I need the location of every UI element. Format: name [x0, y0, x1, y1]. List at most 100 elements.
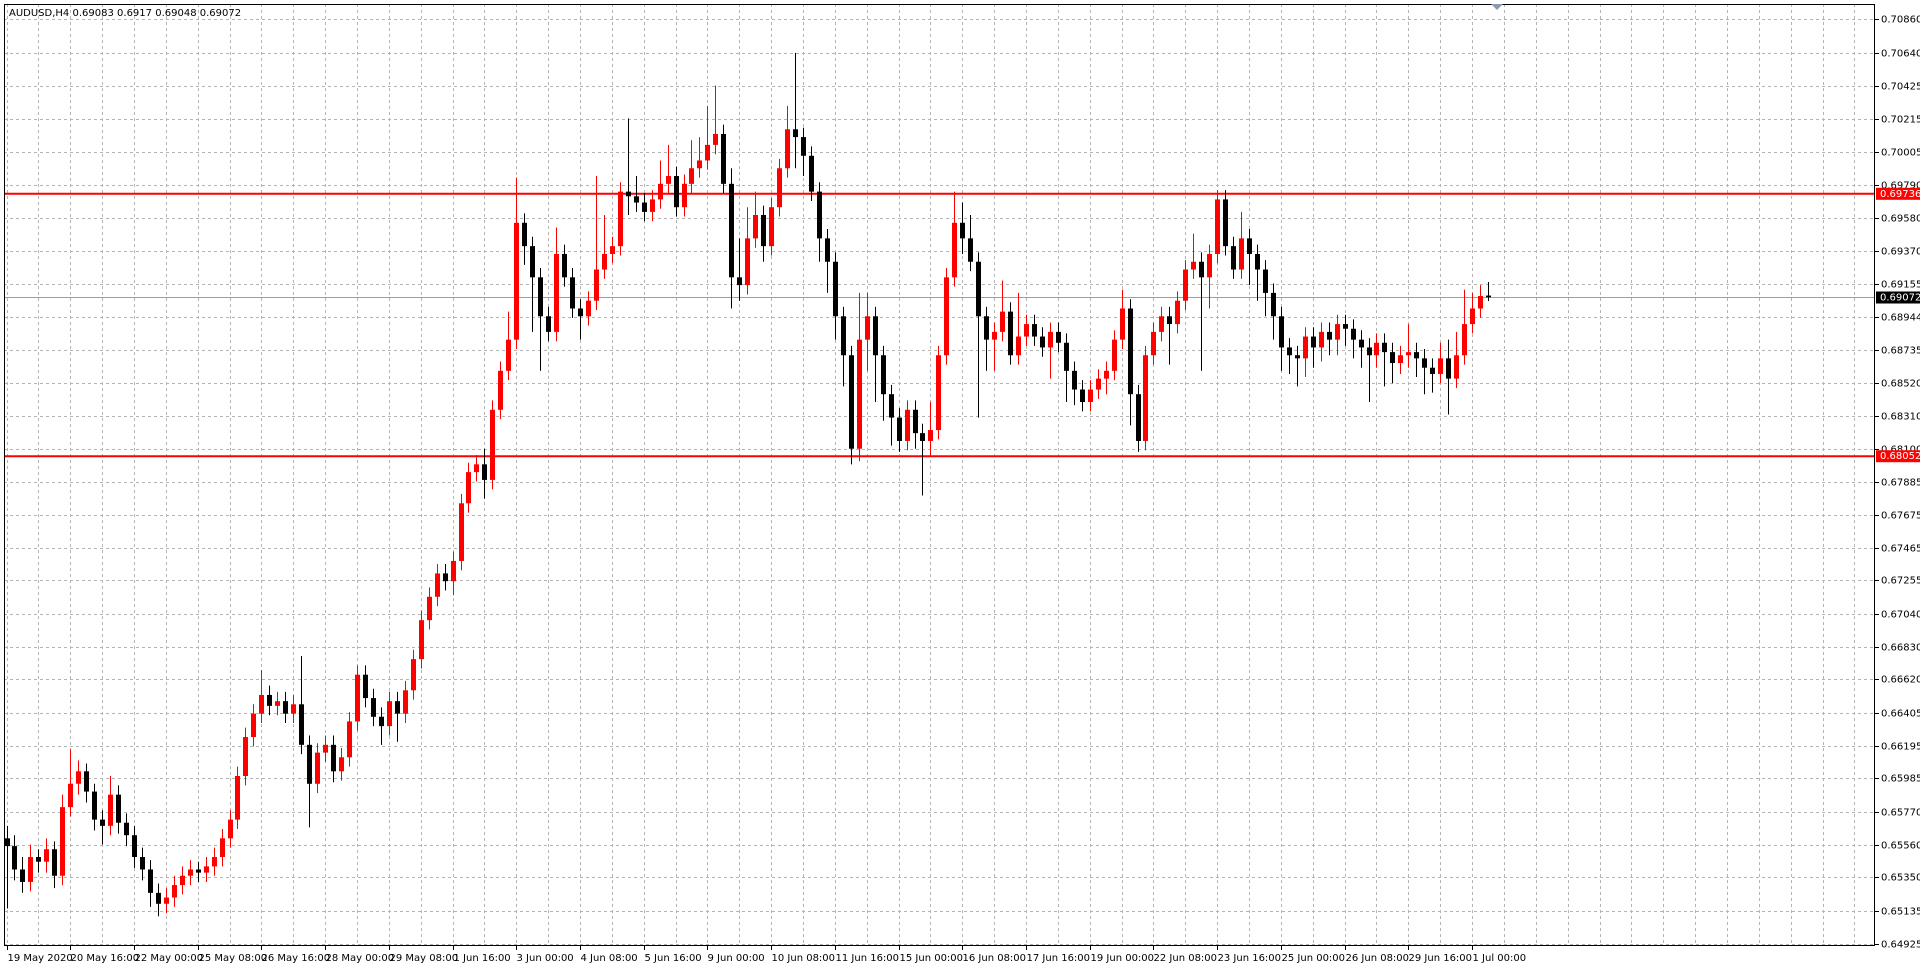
candle-body	[164, 897, 169, 904]
y-tick-label: 0.69580	[1881, 214, 1920, 225]
candle-body	[1382, 342, 1387, 353]
x-tick-label: 19 May 2020	[8, 953, 73, 964]
candle-body	[1279, 316, 1284, 348]
candle-body	[1374, 342, 1379, 356]
candle-body	[554, 253, 559, 332]
level-lines	[4, 192, 1875, 458]
x-tick-label: 26 May 16:00	[262, 953, 331, 964]
candle-body	[100, 819, 105, 826]
candle-body	[1016, 336, 1021, 356]
candle-body	[1311, 336, 1316, 348]
candle-body	[737, 277, 742, 286]
candle-body	[482, 464, 487, 480]
candle-body	[363, 674, 368, 699]
x-tick-label: 22 May 00:00	[135, 953, 204, 964]
candle-body	[1008, 311, 1013, 356]
candle-body	[753, 214, 758, 239]
y-tick-label: 0.67465	[1881, 544, 1920, 555]
candle-body	[546, 316, 551, 332]
candle-body	[1167, 316, 1172, 325]
candle-body	[275, 701, 280, 706]
candle-body	[188, 869, 193, 876]
candle-body	[1398, 355, 1403, 364]
candle-body	[76, 771, 81, 784]
candle-body	[490, 409, 495, 480]
candle-body	[1024, 324, 1029, 337]
candle-body	[905, 409, 910, 441]
candle-body	[1191, 261, 1196, 270]
candle-body	[92, 791, 97, 820]
y-tick-label: 0.68310	[1881, 412, 1920, 423]
candle-body	[785, 129, 790, 169]
x-tick-label: 29 May 08:00	[390, 953, 459, 964]
candle-body	[697, 160, 702, 169]
axes: 0.70860 0.70640 0.70425 0.70215 0.70005 0.697…	[7, 15, 1920, 964]
candle-body	[968, 238, 973, 262]
x-tick-label: 10 Jun 08:00	[772, 953, 836, 964]
candle-body	[626, 191, 631, 197]
candle-body	[586, 300, 591, 317]
candle-body	[562, 253, 567, 278]
x-tick-label: 28 May 00:00	[326, 953, 395, 964]
candle-body	[1438, 358, 1443, 374]
y-tick-label: 0.70425	[1881, 82, 1920, 93]
level-label-box	[1876, 187, 1920, 200]
x-tick-label: 26 Jun 08:00	[1346, 953, 1410, 964]
y-tick-label: 0.65770	[1881, 808, 1920, 819]
candle-body	[889, 394, 894, 418]
y-tick-label: 0.69155	[1881, 280, 1920, 291]
candle-body	[713, 133, 718, 145]
candle-body	[172, 885, 177, 898]
level-label-box	[1876, 450, 1920, 463]
y-tick-label: 0.70860	[1881, 15, 1920, 26]
candle-body	[928, 430, 933, 441]
candle-body	[1143, 355, 1148, 441]
candle-body	[881, 355, 886, 395]
y-tick-label: 0.65985	[1881, 774, 1920, 785]
candle-body	[817, 191, 822, 239]
candle-body	[443, 573, 448, 582]
candle-body	[1247, 238, 1252, 254]
candle-body	[251, 713, 256, 738]
candle-body	[259, 694, 264, 714]
y-tick-label: 0.69370	[1881, 247, 1920, 258]
candle-body	[1343, 324, 1348, 329]
candle-body	[1151, 331, 1156, 356]
candle-body	[729, 183, 734, 278]
candle-body	[618, 191, 623, 247]
level-label: 0.69736	[1880, 189, 1920, 200]
y-tick-label: 0.66620	[1881, 675, 1920, 686]
y-tick-label: 0.64925	[1881, 940, 1920, 951]
candle-body	[411, 659, 416, 691]
candle-body	[1064, 342, 1069, 371]
candle-body	[705, 144, 710, 161]
candle-body	[1470, 308, 1475, 325]
candle-body	[243, 737, 248, 776]
candle-body	[1422, 358, 1427, 368]
candle-body	[132, 835, 137, 858]
candle-body	[355, 674, 360, 722]
candle-body	[530, 246, 535, 278]
candle-body	[1359, 339, 1364, 348]
y-tick-label: 0.65560	[1881, 841, 1920, 852]
candle-body	[522, 222, 527, 247]
candle-body	[474, 464, 479, 473]
candle-body	[1327, 331, 1332, 340]
candle-body	[1367, 347, 1372, 356]
candle-body	[594, 269, 599, 301]
candle-body	[20, 869, 25, 882]
candle-body	[28, 857, 33, 882]
candle-body	[666, 176, 671, 184]
candle-body	[124, 822, 129, 836]
x-tick-label: 19 Jun 00:00	[1091, 953, 1155, 964]
candle-body	[841, 316, 846, 356]
candle-body	[419, 620, 424, 660]
candle-body	[1183, 269, 1188, 301]
candle-body	[1319, 331, 1324, 348]
candle-body	[1104, 370, 1109, 379]
y-tick-label: 0.68944	[1881, 313, 1920, 324]
candle-body	[1096, 378, 1101, 390]
candle-body	[602, 253, 607, 270]
candle-body	[1446, 358, 1451, 379]
